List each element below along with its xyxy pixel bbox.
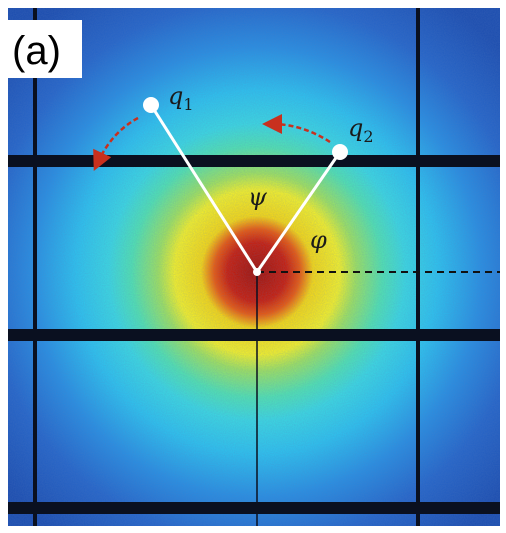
detector-gap	[8, 329, 500, 341]
phi-label: φ	[310, 226, 327, 254]
origin	[253, 268, 261, 276]
label-box	[8, 20, 82, 78]
rotation-arrow	[262, 114, 331, 144]
q2-point	[332, 144, 348, 160]
detector-gap	[8, 155, 500, 167]
q1-vector	[149, 104, 259, 273]
psi-label: ψ	[248, 183, 268, 211]
detector-gap	[33, 8, 37, 526]
q1-subscript: 1	[183, 95, 193, 114]
q2-symbol: q	[348, 114, 363, 142]
q2-subscript: 2	[363, 127, 373, 146]
q1-label: q1	[168, 82, 194, 114]
panel-label: (a)	[12, 29, 61, 73]
q1-point	[143, 97, 159, 113]
detector-gap	[416, 8, 420, 526]
detector-gap	[8, 502, 500, 514]
q1-symbol: q	[168, 82, 183, 110]
q2-vector	[255, 151, 342, 273]
q2-label: q2	[348, 114, 374, 146]
rotation-arrow	[93, 116, 139, 172]
